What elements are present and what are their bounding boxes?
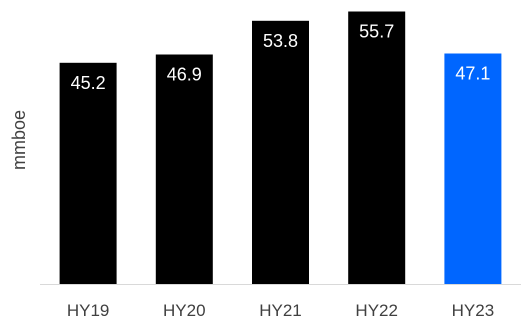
data-label-hy21: 53.8 [263,31,298,51]
data-label-hy22: 55.7 [359,22,394,42]
x-tick-label-hy21: HY21 [259,301,302,320]
x-tick-labels-group: HY19 HY20 HY21 HY22 HY23 [67,301,494,320]
bar-hy19 [59,62,117,284]
x-tick-label-hy19: HY19 [67,301,110,320]
data-label-hy19: 45.2 [71,73,106,93]
x-tick-label-hy22: HY22 [355,301,398,320]
x-tick-label-hy23: HY23 [452,301,495,320]
bar-hy21 [252,20,309,285]
bar-hy22 [348,11,406,284]
data-labels-group: 45.2 46.9 53.8 55.7 47.1 [71,22,491,93]
y-axis-title: mmboe [9,110,29,170]
bar-hy23 [444,53,502,284]
data-label-hy23: 47.1 [455,64,490,84]
bars-group [59,11,502,285]
data-label-hy20: 46.9 [167,65,202,85]
x-tick-label-hy20: HY20 [163,301,206,320]
bar-hy20 [155,54,213,284]
